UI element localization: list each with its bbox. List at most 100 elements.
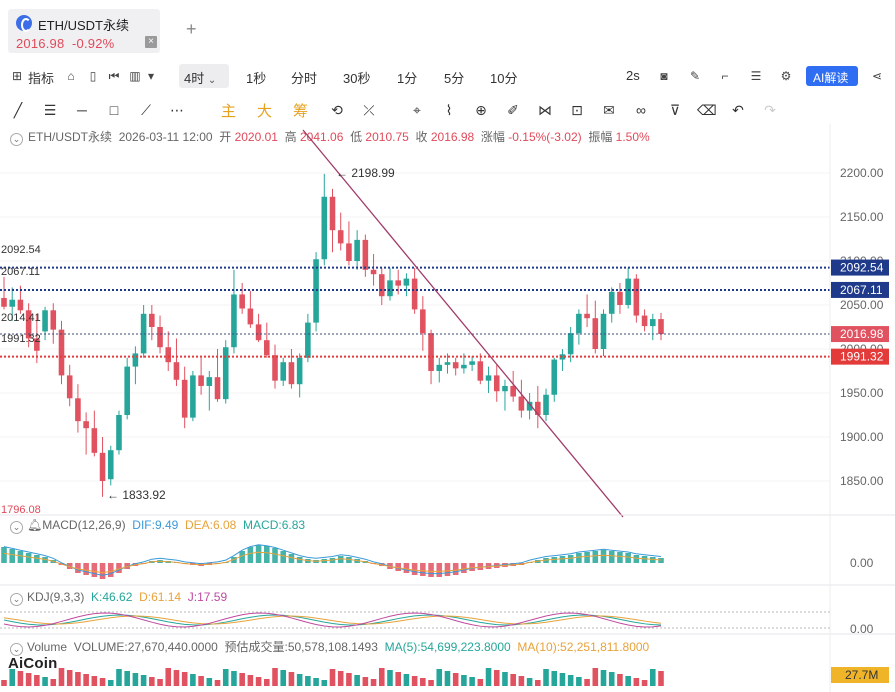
redo-icon[interactable]: ↷ [764,102,776,118]
volume-bar [641,680,648,686]
macd-bar [231,557,237,563]
layout-icon[interactable]: ⌐ [721,69,729,83]
brush-icon[interactable]: ✐ [507,102,519,118]
volume-bar [592,668,599,686]
candle-body [617,291,623,305]
collapse-chevron-icon[interactable]: ⌄ [10,521,23,534]
kdj-j-line [3,612,662,628]
chip-label[interactable]: 筹 [293,103,309,120]
candle-body [264,340,270,356]
replay-icon[interactable]: ⏮ [108,69,120,83]
magnet-icon[interactable]: ⟲ [331,102,343,118]
ai-analysis-button[interactable]: AI解读 [806,66,858,86]
indicators-button[interactable]: 指标 [28,71,55,86]
volume-bar [502,672,508,686]
rectangle-icon[interactable]: □ [109,102,119,118]
candle-body [428,333,434,371]
zoom-icon[interactable]: ⊕ [475,102,487,118]
volume-bar [99,678,106,686]
volume-bar [625,676,631,686]
trendline-icon[interactable]: ╱ [13,102,23,118]
kdj-zero-label: 0.00 [850,622,874,636]
list-icon[interactable]: ☰ [750,69,762,83]
link-icon[interactable]: ∞ [636,102,646,118]
macd-bar [436,563,443,577]
indicator-icon[interactable]: ⊞ [11,69,23,83]
cursor-icon[interactable]: ⌖ [413,102,421,118]
volume-bar [436,669,443,686]
candle-body [280,362,287,381]
note-icon[interactable]: ✉ [603,102,615,118]
candle-body [247,308,254,325]
big-order-label[interactable]: 大 [257,103,273,120]
tf-10m[interactable]: 10分 [490,71,518,86]
measure-icon[interactable]: ⤫ [363,102,375,118]
candle-body [214,377,221,400]
fib-icon[interactable]: ⟋ [141,102,151,118]
macd-bar [625,553,631,563]
macd-bar [633,555,640,563]
collapse-chevron-icon[interactable]: ⌄ [10,133,23,146]
macd-bar [592,551,599,563]
pattern-icon[interactable]: ⋈ [538,102,552,118]
macd-bar [247,547,254,563]
share-icon[interactable]: ⋖ [871,69,883,83]
refresh-rate[interactable]: 2s [626,68,640,83]
trash-icon[interactable]: ⌫ [697,102,717,118]
volume-bar [469,677,475,686]
chart-type-icon[interactable]: ▥ [129,69,141,83]
add-tab-icon[interactable]: + [186,19,197,39]
price-tag-label: 2016.98 [840,327,884,341]
horizontal-ray-icon[interactable]: ─ [77,102,87,118]
collapse-chevron-icon[interactable]: ⌄ [10,593,23,606]
volume-bar [493,670,500,686]
volume-bar [576,677,582,686]
main-force-label[interactable]: 主 [221,103,237,120]
macd-bar [255,545,262,563]
lock-icon[interactable]: ⊡ [571,102,583,118]
tf-line[interactable]: 分时 [291,71,318,86]
volume-bar [600,670,607,686]
tf-1m[interactable]: 1分 [397,71,418,86]
macd-bar [272,548,278,563]
ruler-icon[interactable]: ⌇ [445,102,453,118]
tf-30s[interactable]: 30秒 [343,71,371,86]
tf-1s[interactable]: 1秒 [246,71,267,86]
macd-bar [617,552,623,563]
template-icon[interactable]: ⌂ [67,69,75,83]
candle-body [576,313,582,334]
left-level-label: 1991.32 [1,333,41,345]
volume-bar [17,671,24,686]
tab-title: ETH/USDT永续 [38,18,130,33]
settings-icon[interactable]: ⚙ [780,69,792,83]
dea-line [3,551,662,574]
candle-body [493,375,500,392]
horizontal-lines-icon[interactable]: ☰ [43,102,57,118]
symbol-tab[interactable]: ETH/USDT永续 2016.98 -0.92% × [8,9,160,53]
candle-body [66,375,73,399]
collapse-chevron-icon[interactable]: ⌄ [10,643,23,656]
candle-body [403,278,410,286]
timeframe-selector[interactable]: 4时 ⌄ [179,64,229,88]
volume-bar [337,671,344,686]
close-tab-icon[interactable]: × [145,36,157,48]
candle-body [559,354,566,360]
candle-body [25,310,32,339]
candle-body [510,385,516,397]
chart-type-dropdown-icon[interactable]: ▾ [147,69,155,83]
undo-icon[interactable]: ↶ [732,102,744,118]
macd-bar [444,563,451,576]
volume-bar [116,669,122,686]
tf-5m[interactable]: 5分 [444,71,465,86]
volume-tag-label: 27.7M [845,668,878,682]
macd-label: ⌄ 🔔︎MACD(12,26,9) DIF:9.49 DEA:6.08 MACD:… [10,518,305,534]
candlestick-chart[interactable]: 2200.002150.002100.002050.002000.001950.… [0,124,895,692]
tab-bar: ETH/USDT永续 2016.98 -0.92% × + [0,0,895,58]
edit-icon[interactable]: ✎ [689,69,701,83]
filter-icon[interactable]: ⊽ [669,102,681,118]
more-tools-icon[interactable]: ⋯ [170,102,184,118]
compare-icon[interactable]: ▯ [89,69,97,83]
candle-body [173,362,180,380]
candle-body [99,452,106,481]
camera-icon[interactable]: ◙ [660,69,668,83]
